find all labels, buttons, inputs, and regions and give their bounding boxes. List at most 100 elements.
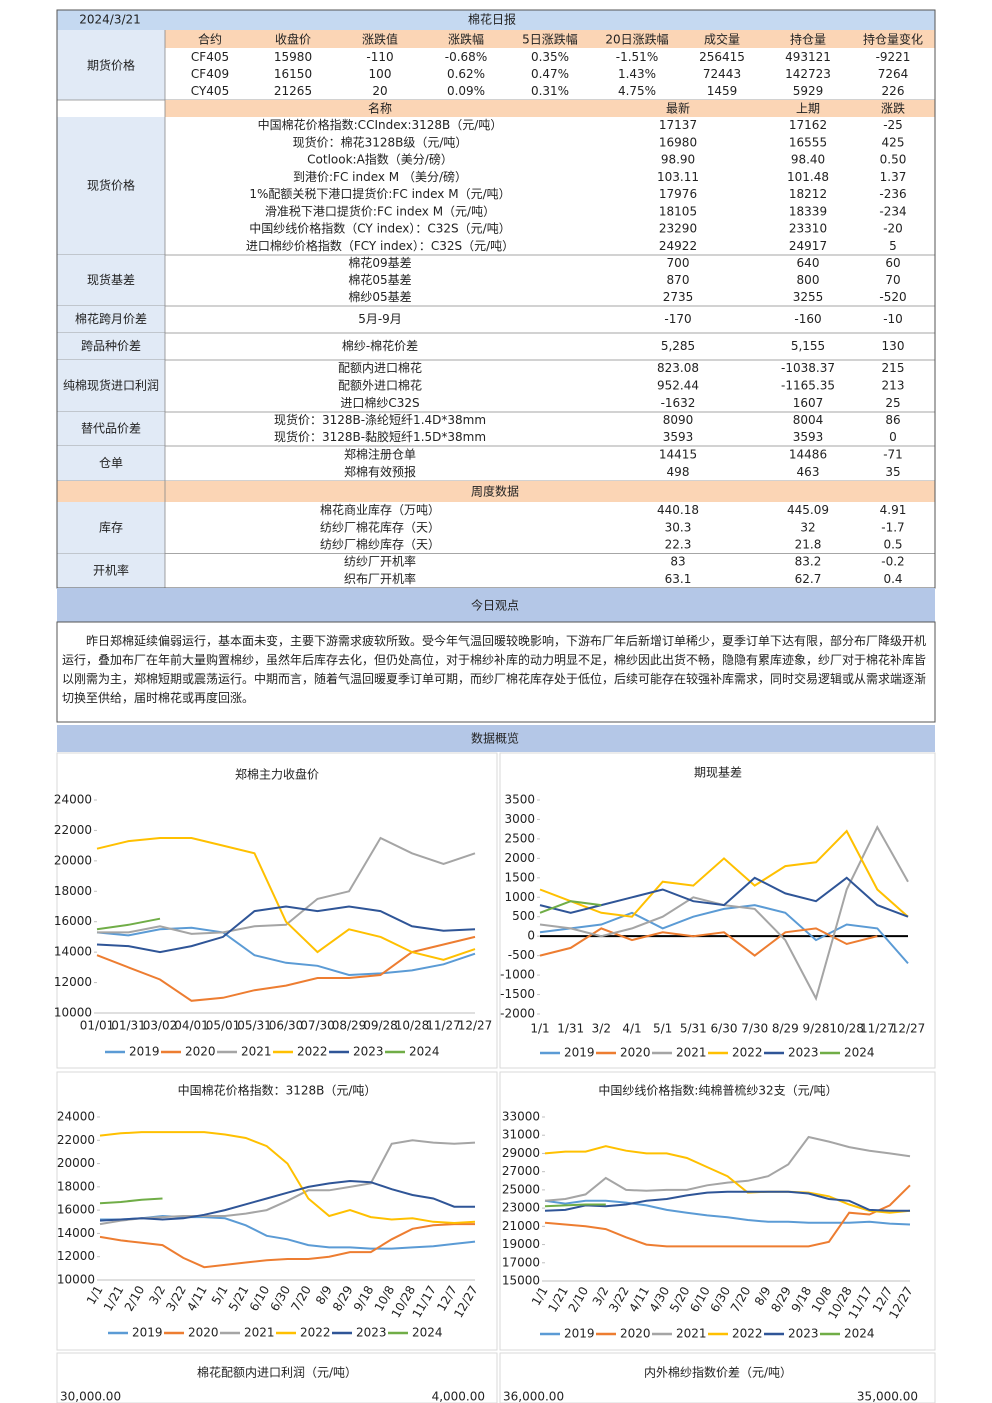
cell-text: 23290 <box>659 222 697 236</box>
cell-text: 17162 <box>789 118 827 132</box>
cell-text: 640 <box>797 256 820 270</box>
cell-text: 纺纱厂棉花库存（天） <box>320 519 440 534</box>
y-tick-label: 14000 <box>54 945 92 959</box>
series-line <box>96 837 476 961</box>
cell-text: 滑准税下港口提货价:FC index M（元/吨） <box>265 203 495 218</box>
cell-text: 现货价：3128B-黏胶短纤1.5D*38mm <box>274 429 486 444</box>
chart-panel <box>499 1352 936 1403</box>
series-line <box>96 917 161 931</box>
x-tick-label: 3/2 <box>592 1022 611 1036</box>
y-tick-label: -1500 <box>500 987 535 1001</box>
legend-label: 2022 <box>297 1045 328 1059</box>
cell-text: 棉纱-棉花价差 <box>342 338 418 353</box>
cell-text: 18339 <box>789 204 827 218</box>
cell-text: 700 <box>667 256 690 270</box>
cell-text: 14486 <box>789 447 827 461</box>
y-tick-label: 29000 <box>502 1146 540 1160</box>
y-tick-label: -1000 <box>500 968 535 982</box>
group-label: 期货价格 <box>87 58 135 73</box>
cell-text: 20 <box>372 84 387 98</box>
legend-label: 2021 <box>244 1326 275 1340</box>
x-tick-label: 06/30 <box>269 1019 304 1033</box>
label-cell <box>57 553 165 588</box>
legend-label: 2019 <box>132 1326 163 1340</box>
x-tick-label: 05/31 <box>237 1019 272 1033</box>
cell-text: -160 <box>794 312 821 326</box>
cell-text: 493121 <box>785 50 831 64</box>
label-cell <box>57 360 165 412</box>
cell-text: 62.7 <box>795 572 822 586</box>
cell-text: 5,155 <box>791 339 825 353</box>
cell-text: 5,285 <box>661 339 695 353</box>
cell-text: 14415 <box>659 447 697 461</box>
cell-text: 进口棉纱价格指数（FCY index）：C32S（元/吨） <box>246 238 514 253</box>
cell-text: 72443 <box>703 67 741 81</box>
y-tick-label: 18000 <box>57 1179 95 1193</box>
cell-text: 0.09% <box>447 84 485 98</box>
cell-text: 0 <box>889 430 897 444</box>
cell-text: CF405 <box>191 50 229 64</box>
x-tick-label: 01/31 <box>111 1019 146 1033</box>
cell-text: -71 <box>883 447 903 461</box>
cell-text: 0.50 <box>880 153 907 167</box>
cell-text: 952.44 <box>657 379 699 393</box>
y-tick-label: 1500 <box>504 870 535 884</box>
y-tick-label: 36,000.00 <box>503 1390 564 1403</box>
legend-label: 2024 <box>409 1045 440 1059</box>
cell-text: 98.40 <box>791 153 825 167</box>
legend-label: 2022 <box>300 1326 331 1340</box>
cell-text: 郑棉注册仓单 <box>344 446 416 461</box>
cell-text: 22.3 <box>665 537 692 551</box>
chart-title: 棉花配额内进口利润（元/吨） <box>197 1365 357 1380</box>
x-tick-label: 09/28 <box>363 1019 398 1033</box>
column-header: 涨跌 <box>881 101 905 116</box>
cell-text: 15980 <box>274 50 312 64</box>
x-tick-label: 4/1 <box>622 1022 641 1036</box>
y-tick-label: 30,000.00 <box>60 1390 121 1403</box>
column-header: 涨跌幅 <box>448 32 484 47</box>
y-tick-label: 22000 <box>57 1133 95 1147</box>
y-tick-label: 21000 <box>502 1219 540 1233</box>
cell-text: -1632 <box>661 396 696 410</box>
cell-text: 1%配额关税下港口提货价:FC index M（元/吨） <box>249 186 510 201</box>
x-tick-label: 05/01 <box>206 1019 241 1033</box>
cell-text: 226 <box>882 84 905 98</box>
cell-text: 4.91 <box>880 503 907 517</box>
cell-text: 郑棉有效预报 <box>344 464 416 479</box>
cell-text: 0.62% <box>447 67 485 81</box>
cell-text: 63.1 <box>665 572 692 586</box>
x-tick-label: 1/1 <box>530 1022 549 1036</box>
y-tick-label: 12000 <box>57 1249 95 1263</box>
column-header: 5日涨跌幅 <box>522 32 578 47</box>
cell-text: 256415 <box>699 50 745 64</box>
label-cell <box>57 333 165 360</box>
x-tick-label: 12/27 <box>891 1022 926 1036</box>
series-line <box>544 1145 911 1214</box>
series-line <box>99 1223 475 1269</box>
group-label: 开机率 <box>93 562 129 577</box>
view-border <box>56 621 936 723</box>
chart-title: 期现基差 <box>694 766 742 780</box>
overview-band <box>57 725 935 752</box>
cell-text: 1.37 <box>880 170 907 184</box>
cell-text: 进口棉纱C32S <box>340 396 419 410</box>
cell-text: 8090 <box>663 413 694 427</box>
series-line <box>96 905 476 954</box>
y-tick-label: 1000 <box>504 890 535 904</box>
cell-text: 16150 <box>274 67 312 81</box>
cell-text: -1038.37 <box>781 361 835 375</box>
cell-text: 5 <box>889 239 897 253</box>
legend-label: 2024 <box>844 1327 875 1341</box>
column-header: 最新 <box>666 101 690 116</box>
cell-text: 1459 <box>707 84 738 98</box>
series-line <box>539 900 602 914</box>
chart-title: 内外棉纱指数价差（元/吨） <box>644 1365 792 1380</box>
y-tick-label: 20000 <box>57 1156 95 1170</box>
cell-text: -1.51% <box>616 50 658 64</box>
y-tick-label: 12000 <box>54 975 92 989</box>
chart-title: 中国棉花价格指数：3128B（元/吨） <box>178 1083 377 1098</box>
y-tick-label: 15000 <box>502 1274 540 1288</box>
cell-text: 823.08 <box>657 361 699 375</box>
cell-text: -20 <box>883 222 903 236</box>
